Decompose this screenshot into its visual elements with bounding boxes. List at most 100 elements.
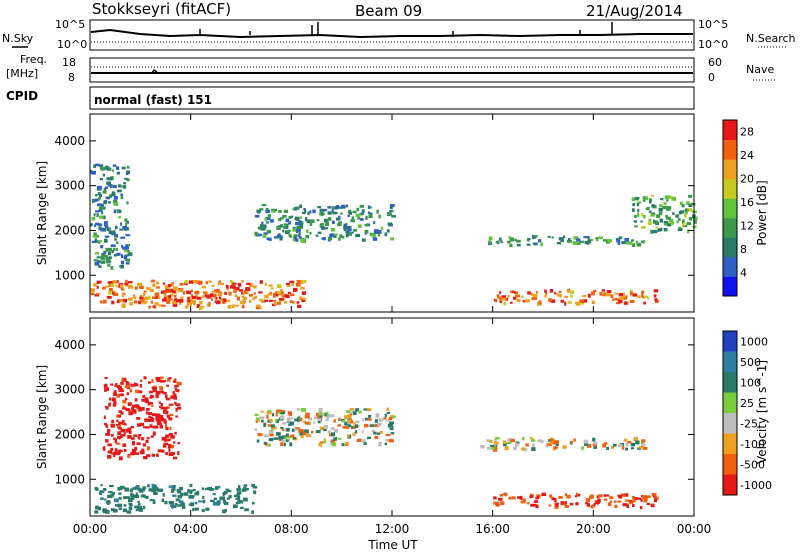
heatmap-cell [364,224,370,227]
heatmap-cell [654,298,658,302]
heatmap-cell [127,250,130,253]
heatmap-cell [361,238,366,242]
heatmap-cell [554,498,557,502]
heatmap-cell [569,502,574,506]
y-tick-label: 2000 [54,427,85,441]
date-title: 21/Aug/2014 [586,2,683,20]
heatmap-cell [238,289,244,292]
heatmap-cell [136,442,141,445]
heatmap-cell [263,224,267,229]
heatmap-cell [126,392,129,396]
heatmap-cell [104,422,107,426]
heatmap-cell [111,191,116,195]
heatmap-cell [117,427,122,430]
heatmap-cell [156,378,161,383]
heatmap-cell [264,294,269,299]
heatmap-cell [304,217,308,221]
heatmap-cell [241,295,245,298]
velocity-colorbar-swatch [723,331,737,352]
heatmap-cell [277,284,282,289]
heatmap-cell [99,215,104,219]
heatmap-cell [171,488,176,491]
power-colorbar-tick: 28 [740,126,754,139]
heatmap-cell [351,409,355,414]
heatmap-cell [108,201,111,204]
heatmap-cell [316,412,319,417]
heatmap-cell [556,293,560,297]
heatmap-cell [131,443,135,446]
heatmap-cell [261,221,264,225]
heatmap-cell [233,289,237,293]
heatmap-cell [307,211,310,215]
heatmap-cell [274,419,277,423]
heatmap-cell [309,231,312,235]
heatmap-cell [256,304,261,308]
heatmap-cell [275,291,278,294]
heatmap-cell [508,236,511,239]
heatmap-cell [308,418,312,421]
heatmap-cell [386,229,390,233]
heatmap-cell [142,443,146,447]
heatmap-cell [142,301,146,305]
heatmap-cell [165,434,170,438]
heatmap-cell [219,297,223,301]
heatmap-cell [378,214,381,219]
heatmap-cell [642,495,647,499]
heatmap-cell [642,240,646,244]
heatmap-cell [139,384,142,388]
heatmap-cell [306,229,309,233]
heatmap-cell [218,280,221,283]
heatmap-cell [566,289,570,293]
heatmap-cell [166,406,170,409]
heatmap-cell [218,282,223,286]
heatmap-cell [112,492,115,495]
heatmap-cell [155,281,159,285]
heatmap-cell [195,491,198,496]
velocity-colorbar-label: Velocity [m s^-1] [755,360,769,464]
heatmap-cell [112,290,116,293]
heatmap-cell [115,248,118,251]
heatmap-cell [338,215,341,220]
heatmap-cell [341,235,345,239]
heatmap-cell [269,291,273,295]
heatmap-cell [599,292,603,296]
heatmap-cell [506,240,511,244]
heatmap-cell [558,495,563,499]
heatmap-cell [513,296,517,300]
heatmap-cell [300,435,304,438]
heatmap-cell [299,417,303,422]
heatmap-cell [686,229,690,234]
heatmap-cell [352,432,355,436]
heatmap-cell [585,498,591,502]
heatmap-cell [126,170,130,174]
heatmap-cell [299,216,302,219]
heatmap-cell [129,281,132,284]
heatmap-cell [164,394,168,398]
heatmap-cell [217,500,221,505]
heatmap-cell [93,232,97,237]
heatmap-cell [575,492,579,496]
heatmap-cell [292,301,295,304]
heatmap-cell [614,297,617,301]
heatmap-cell [301,297,306,300]
heatmap-cell [141,398,146,402]
heatmap-cell [319,224,323,228]
heatmap-cell [121,303,126,308]
heatmap-cell [315,430,321,434]
heatmap-cell [103,384,108,389]
heatmap-cell [678,226,682,229]
heatmap-cell [345,204,349,208]
nsearch-label: N.Search [746,32,796,45]
heatmap-cell [251,483,255,488]
heatmap-cell [100,257,105,261]
heatmap-cell [132,409,137,413]
heatmap-cell [147,401,151,406]
heatmap-cell [610,294,614,298]
heatmap-cell [182,505,186,509]
heatmap-cell [263,232,269,235]
heatmap-cell [652,230,658,234]
heatmap-cell [590,505,595,509]
heatmap-cell [215,486,219,490]
heatmap-cell [90,169,93,174]
heatmap-cell [493,496,497,500]
